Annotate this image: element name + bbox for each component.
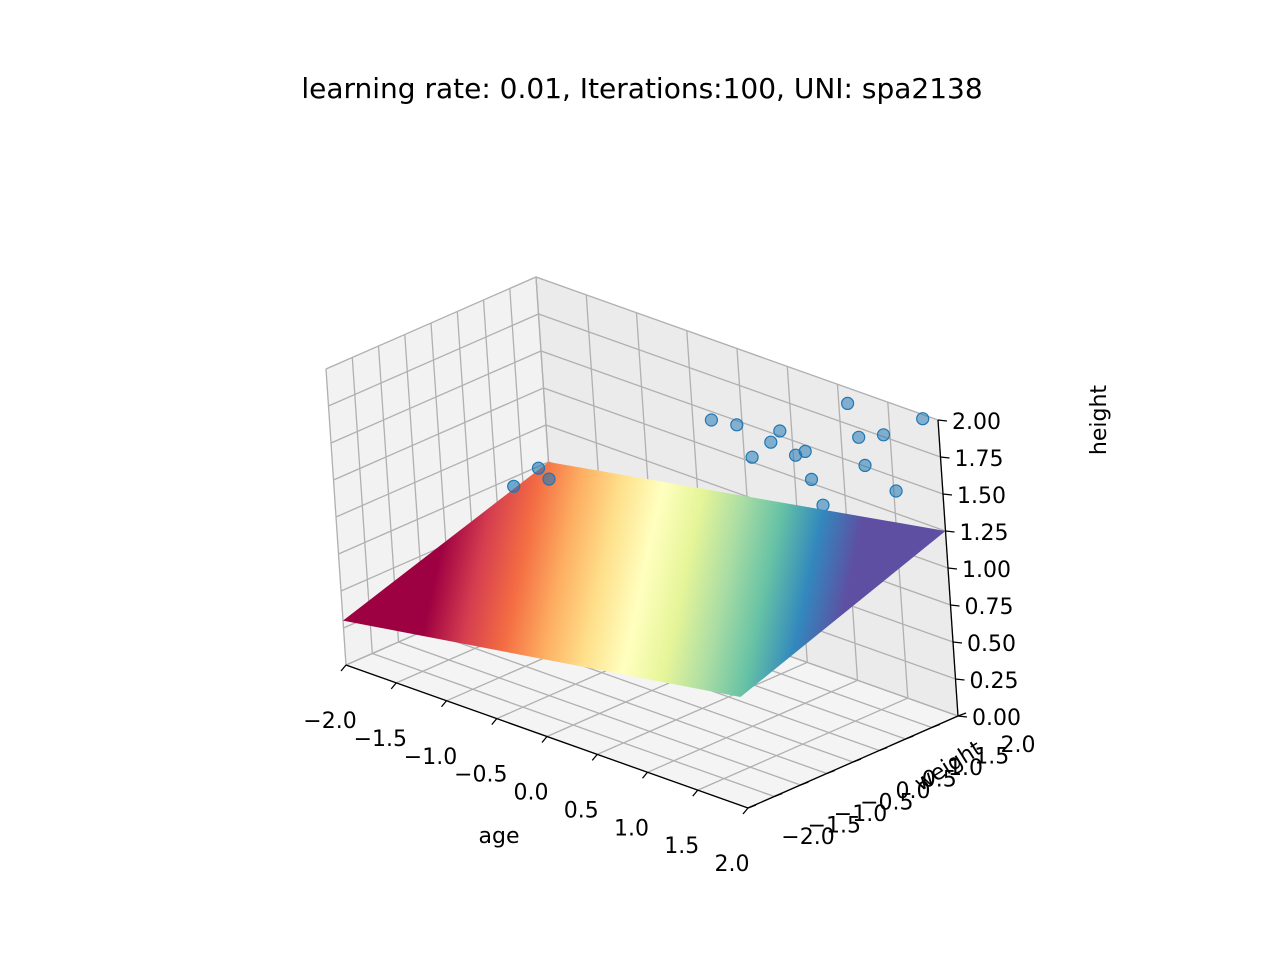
x-tick bbox=[491, 718, 498, 726]
data-point bbox=[840, 396, 855, 410]
z-axis-label: height bbox=[1087, 385, 1112, 455]
z-tick bbox=[952, 641, 963, 644]
x-tick bbox=[642, 771, 648, 779]
chart-title: learning rate: 0.01, Iterations:100, UNI… bbox=[301, 72, 982, 105]
regression-surface bbox=[343, 462, 946, 697]
z-tick bbox=[940, 456, 950, 459]
y-tick bbox=[826, 769, 835, 775]
y-tick bbox=[852, 758, 862, 763]
data-points-front bbox=[507, 396, 930, 498]
surface-plane bbox=[343, 462, 946, 697]
z-tick-label: 0.75 bbox=[965, 595, 1014, 620]
z-tick bbox=[950, 604, 960, 607]
z-tick bbox=[957, 715, 968, 718]
x-tick-label: −1.0 bbox=[404, 745, 457, 770]
data-point bbox=[916, 412, 930, 426]
x-tick-label: 1.0 bbox=[614, 816, 649, 841]
y-tick bbox=[747, 804, 757, 809]
data-point bbox=[852, 430, 866, 444]
data-point bbox=[773, 424, 787, 438]
x-tick-label: −0.5 bbox=[454, 763, 507, 788]
data-point bbox=[507, 479, 521, 493]
y-tick bbox=[879, 746, 888, 752]
y-tick-label: −1.0 bbox=[834, 802, 887, 827]
z-tick-label: 0.50 bbox=[967, 632, 1016, 657]
z-tick-label: 1.75 bbox=[955, 447, 1004, 472]
y-tick-label: 2.0 bbox=[1001, 733, 1036, 758]
x-tick-label: 0.0 bbox=[514, 781, 549, 806]
data-point bbox=[531, 461, 546, 475]
y-tick-label: −0.5 bbox=[860, 791, 913, 816]
z-tick-label: 0.25 bbox=[970, 669, 1019, 694]
x-tick bbox=[390, 682, 397, 690]
x-axis-label: age bbox=[479, 824, 520, 849]
z-tick bbox=[942, 493, 953, 496]
x-tick-label: −2.0 bbox=[303, 709, 356, 734]
data-point bbox=[764, 435, 778, 449]
x-tick-label: −1.5 bbox=[354, 727, 407, 752]
x-tick bbox=[340, 664, 347, 672]
x-tick bbox=[441, 700, 447, 708]
x-tick bbox=[541, 736, 548, 743]
y-tick bbox=[931, 723, 940, 729]
x-tick bbox=[692, 789, 699, 797]
z-tick-label: 1.25 bbox=[960, 521, 1009, 546]
z-tick bbox=[937, 419, 948, 422]
y-tick bbox=[800, 781, 809, 786]
data-point bbox=[542, 472, 556, 486]
y-tick bbox=[905, 735, 914, 740]
z-tick bbox=[947, 567, 958, 570]
y-tick-label: 0.0 bbox=[896, 779, 931, 804]
y-tick-label: 1.5 bbox=[974, 745, 1009, 770]
x-tick-label: 2.0 bbox=[715, 852, 750, 877]
axis-ticks: −2.0−1.5−1.0−0.50.00.51.01.52.0−2.0−1.5−… bbox=[303, 410, 1035, 877]
y-tick-label: 0.5 bbox=[922, 768, 957, 793]
z-tick-label: 0.00 bbox=[972, 706, 1021, 731]
data-point bbox=[876, 428, 891, 442]
x-tick-label: 0.5 bbox=[564, 798, 599, 823]
z-tick-label: 2.00 bbox=[952, 410, 1001, 435]
x-tick-label: 1.5 bbox=[664, 834, 699, 859]
data-point bbox=[804, 472, 819, 486]
z-tick bbox=[955, 678, 965, 681]
data-point bbox=[745, 450, 759, 464]
y-tick bbox=[774, 792, 783, 798]
data-point bbox=[730, 418, 744, 432]
grid-line-z bbox=[325, 276, 939, 421]
data-point bbox=[889, 484, 903, 498]
z-tick bbox=[945, 530, 955, 533]
x-tick bbox=[742, 807, 749, 815]
x-tick bbox=[591, 753, 598, 761]
y-tick-label: −2.0 bbox=[781, 825, 834, 850]
z-tick-label: 1.00 bbox=[962, 558, 1011, 583]
data-point bbox=[798, 444, 812, 458]
y-tick-label: −1.5 bbox=[808, 814, 861, 839]
y-tick-label: 1.0 bbox=[948, 756, 983, 781]
data-point bbox=[704, 413, 719, 427]
data-point bbox=[858, 458, 872, 472]
grid-line-z bbox=[328, 313, 941, 458]
z-tick-label: 1.50 bbox=[957, 484, 1006, 509]
